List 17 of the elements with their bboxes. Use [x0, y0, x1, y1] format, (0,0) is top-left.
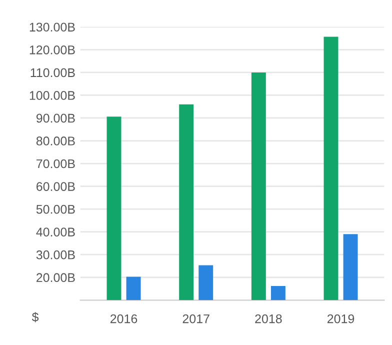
- x-tick-label: 2017: [182, 314, 210, 324]
- text: $: [32, 312, 39, 322]
- y-tick-label: 90.00B: [36, 114, 75, 123]
- y-tick-label: 60.00B: [36, 182, 75, 191]
- y-tick-label: 120.00B: [30, 45, 75, 54]
- y-tick-label: 40.00B: [36, 228, 75, 236]
- y-tick-label: 110.00B: [30, 68, 75, 78]
- y-tick-label: 80.00B: [36, 136, 75, 146]
- x-tick-label: 2019: [327, 314, 354, 324]
- y-tick-label: 70.00B: [36, 159, 75, 168]
- y-tick-label: 20.00B: [36, 273, 75, 282]
- x-tick-label: 2018: [255, 314, 282, 324]
- y-tick-label: 50.00B: [36, 204, 75, 214]
- y-tick-label: 30.00B: [36, 250, 75, 260]
- y-tick-label: 100.00B: [30, 91, 75, 100]
- y-tick-label: 130.00B: [30, 22, 75, 32]
- x-tick-label: 2016: [110, 314, 138, 324]
